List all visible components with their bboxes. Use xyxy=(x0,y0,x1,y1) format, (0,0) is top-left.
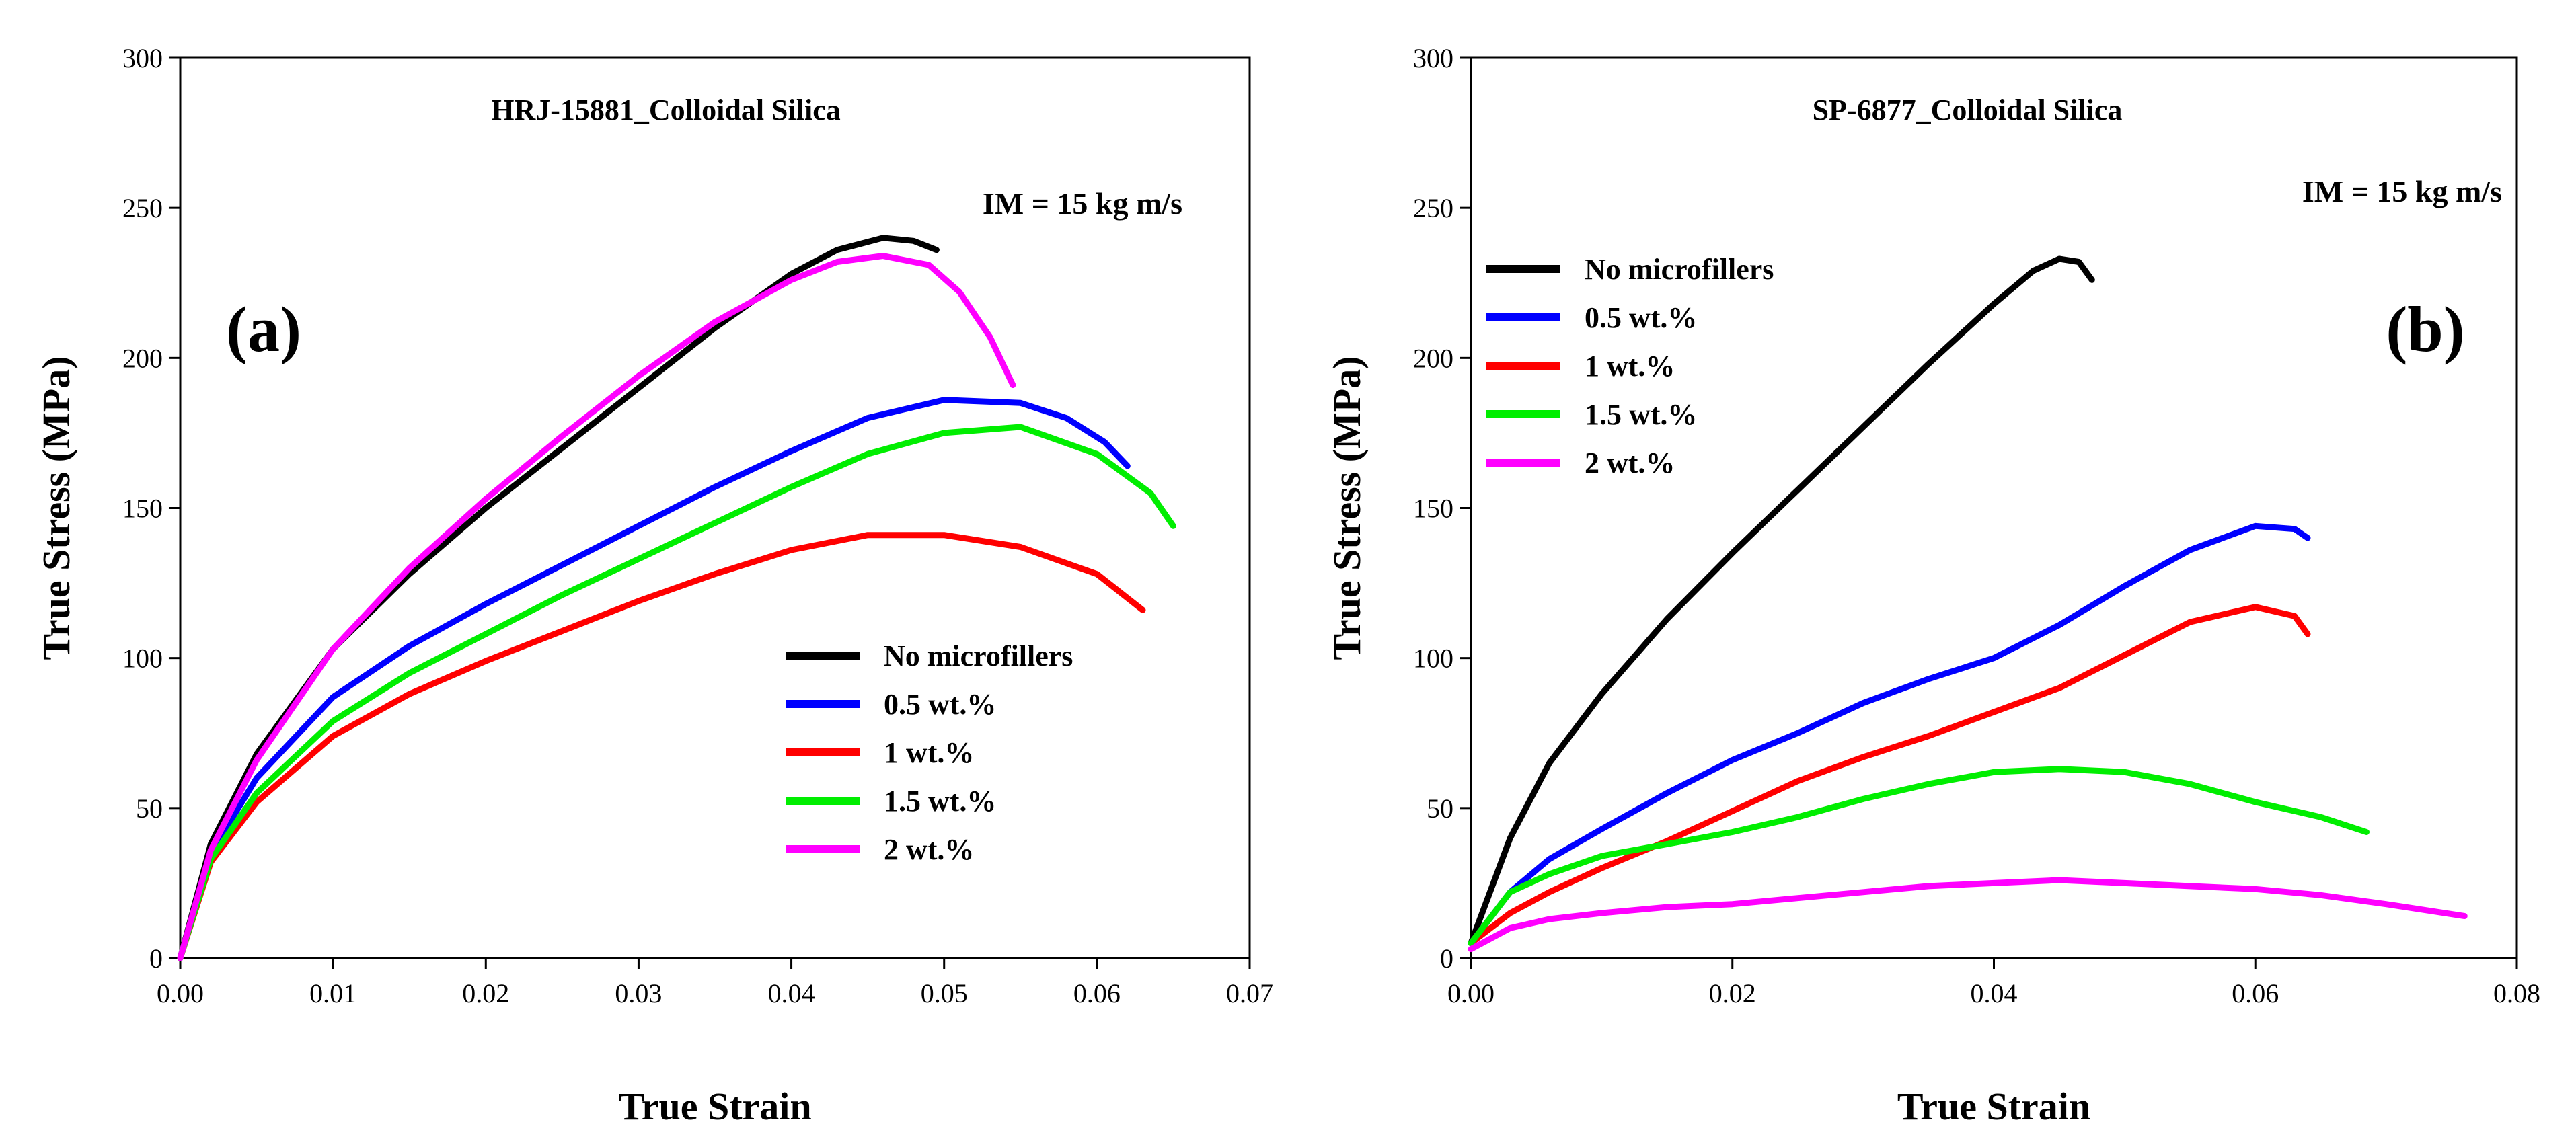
panel-label: (b) xyxy=(2386,293,2464,365)
y-tick-label-50: 50 xyxy=(136,793,163,824)
y-tick-label-150: 150 xyxy=(122,494,163,524)
legend-label-4: 2 wt.% xyxy=(1585,446,1675,479)
y-tick-label-300: 300 xyxy=(122,43,163,73)
legend-label-1: 0.5 wt.% xyxy=(884,688,996,721)
y-tick-label-100: 100 xyxy=(122,643,163,674)
series-line-2 xyxy=(1468,604,2311,947)
series-line-4 xyxy=(177,253,1016,961)
impact-momentum-annotation: IM = 15 kg m/s xyxy=(2302,174,2502,208)
chart-panel-b: 0 50 100 150 200 250 300 0.00 0.02 0.04 0.06 0.08 Tr… xyxy=(1325,43,2540,1128)
y-tick-label-150: 150 xyxy=(1413,494,1453,524)
x-tick-label-0_04: 0.04 xyxy=(1971,978,2018,1009)
x-tick-label-0_01: 0.01 xyxy=(309,978,356,1009)
x-tick-label-0_00: 0.00 xyxy=(1447,978,1494,1009)
series-line-4 xyxy=(1468,877,2468,953)
y-tick-label-200: 200 xyxy=(1413,343,1453,373)
x-tick-label-0_05: 0.05 xyxy=(921,978,968,1009)
y-tick-label-100: 100 xyxy=(1413,643,1453,674)
y-tick-label-0: 0 xyxy=(149,943,163,974)
panel-label: (a) xyxy=(226,293,301,365)
y-tick-label-250: 250 xyxy=(122,193,163,223)
y-axis-title: True Stress (MPa) xyxy=(34,356,78,660)
y-axis-title: True Stress (MPa) xyxy=(1325,356,1369,660)
x-tick-label-0_06: 0.06 xyxy=(1073,978,1121,1009)
series-line-1 xyxy=(177,397,1131,961)
x-tick-label-0_06: 0.06 xyxy=(2232,978,2279,1009)
y-tick-label-0: 0 xyxy=(1440,943,1453,974)
y-tick-label-200: 200 xyxy=(122,343,163,373)
legend-label-0: No microfillers xyxy=(884,639,1073,672)
x-tick-label-0_02: 0.02 xyxy=(462,978,509,1009)
x-tick-label-0_07: 0.07 xyxy=(1226,978,1273,1009)
y-tick-label-300: 300 xyxy=(1413,43,1453,73)
x-tick-label-0_02: 0.02 xyxy=(1709,978,1756,1009)
legend-label-3: 1.5 wt.% xyxy=(884,785,996,818)
legend-label-2: 1 wt.% xyxy=(884,736,974,769)
x-tick-label-0_08: 0.08 xyxy=(2493,978,2540,1009)
x-tick-label-0_00: 0.00 xyxy=(157,978,204,1009)
chart-panel-a: 0 50 100 150 200 250 300 0.00 0.01 0.02 0.03 0.04 0.… xyxy=(34,43,1273,1128)
legend-label-2: 1 wt.% xyxy=(1585,350,1675,383)
x-axis-title: True Strain xyxy=(1897,1085,2090,1128)
chart-title: HRJ-15881_Colloidal Silica xyxy=(491,93,840,126)
legend-label-4: 2 wt.% xyxy=(884,833,974,866)
x-tick-label-0_03: 0.03 xyxy=(615,978,662,1009)
series-line-3 xyxy=(1468,766,2370,947)
series-line-0 xyxy=(1468,255,2095,947)
legend: No microfillers 0.5 wt.% 1 wt.% 1.5 wt.% 2 w… xyxy=(786,639,1073,866)
impact-momentum-annotation: IM = 15 kg m/s xyxy=(983,186,1182,221)
legend-label-0: No microfillers xyxy=(1585,253,1774,286)
legend-label-3: 1.5 wt.% xyxy=(1585,398,1697,431)
chart-title: SP-6877_Colloidal Silica xyxy=(1813,93,2123,126)
x-tick-label-0_04: 0.04 xyxy=(768,978,815,1009)
y-tick-label-250: 250 xyxy=(1413,193,1453,223)
series-line-1 xyxy=(1468,522,2311,947)
series-line-3 xyxy=(177,424,1176,961)
x-axis-title: True Strain xyxy=(618,1085,811,1128)
series-line-2 xyxy=(177,532,1146,961)
legend-label-1: 0.5 wt.% xyxy=(1585,301,1697,334)
legend: No microfillers 0.5 wt.% 1 wt.% 1.5 wt.% 2 w… xyxy=(1486,253,1774,479)
y-tick-label-50: 50 xyxy=(1427,793,1453,824)
